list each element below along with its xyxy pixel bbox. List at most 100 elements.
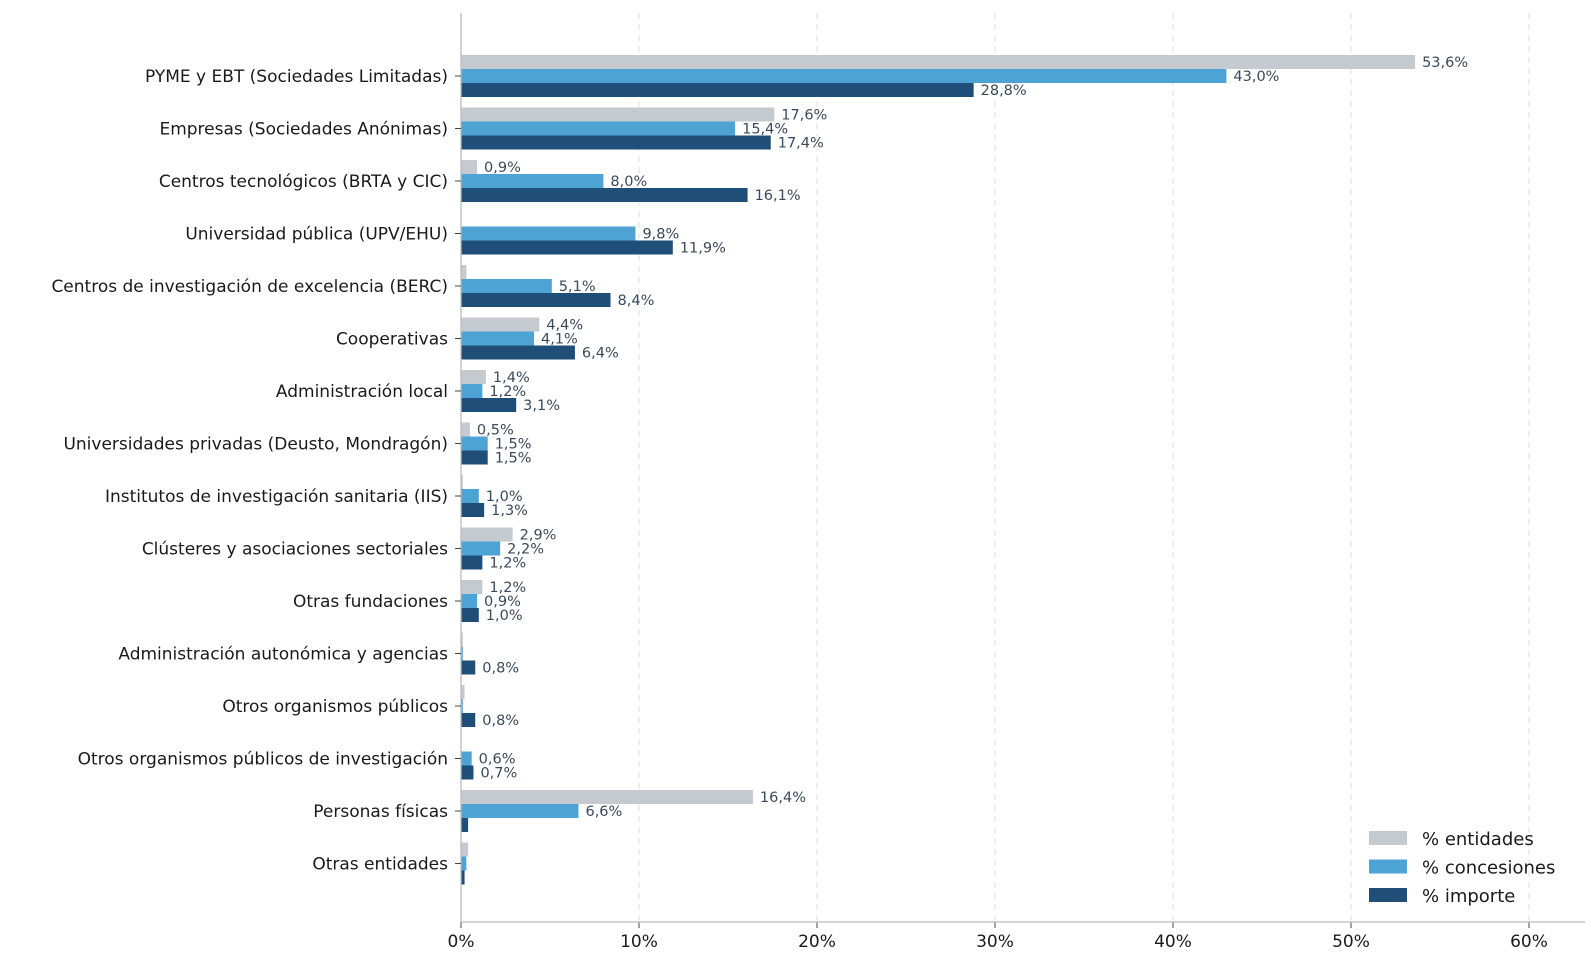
x-tick-label: 30% [976,932,1014,952]
data-label: 1,0% [486,608,523,624]
data-label: 8,0% [610,174,647,190]
x-tick-label: 20% [798,932,836,952]
data-label: 15,4% [742,122,788,138]
category-label: Empresas (Sociedades Anónimas) [159,120,448,140]
bar [461,541,501,556]
bar [461,317,540,332]
data-label: 5,1% [559,279,596,295]
data-label: 17,6% [781,108,827,124]
data-label: 0,9% [484,594,521,610]
data-label: 3,1% [523,398,560,414]
bar [461,685,465,699]
bar [461,790,753,804]
data-label: 2,9% [520,528,557,544]
data-label: 0,9% [484,160,521,176]
bar [461,503,485,517]
bar [461,804,579,818]
category-label: Centros de investigación de excelencia (… [51,277,448,297]
category-label: Administración local [276,382,448,402]
data-label: 1,5% [495,437,532,453]
data-label: 0,5% [477,423,514,439]
legend-label: % entidades [1422,829,1534,850]
x-tick-label: 50% [1332,932,1370,952]
data-label: 1,4% [493,370,530,386]
bar [461,594,478,608]
bar [461,856,467,871]
x-tick-label: 40% [1154,932,1192,952]
data-label: 1,2% [489,384,526,400]
gridlines [638,13,1530,922]
data-label: 0,8% [482,713,519,729]
legend-swatch [1369,831,1407,845]
legend-label: % importe [1422,886,1515,907]
data-label: 28,8% [981,83,1027,99]
bar [461,765,474,780]
bar [461,345,575,360]
category-label: Cooperativas [336,330,448,350]
category-label: Otros organismos públicos de investigaci… [78,750,448,770]
category-label: Centros tecnológicos (BRTA y CIC) [159,172,448,192]
x-tick-label: 10% [620,932,658,952]
data-label: 17,4% [778,136,824,152]
bar [461,489,479,503]
data-label: 1,5% [495,451,532,467]
data-label: 0,6% [479,752,516,768]
category-label: Universidades privadas (Deusto, Mondragó… [63,435,448,455]
bar [461,818,469,832]
data-label: 2,2% [507,542,544,558]
bar [461,384,483,398]
x-tick-label: 60% [1510,932,1548,952]
axes: 0% 10% 20% 30% 40% 50% 60% PYME y EBT (Sociedad… [51,13,1585,952]
category-label: PYME y EBT (Sociedades Limitadas) [145,67,448,87]
bar [461,226,636,241]
data-label: 4,1% [541,332,578,348]
category-label: Universidad pública (UPV/EHU) [185,225,448,245]
data-label: 4,4% [546,318,583,334]
legend-swatch [1369,888,1407,902]
data-label: 9,8% [642,227,679,243]
bar [461,331,534,346]
legend-swatch [1369,859,1407,874]
bar [461,751,472,766]
category-label: Institutos de investigación sanitaria (I… [105,487,448,507]
bar [461,842,469,857]
data-label: 8,4% [618,293,655,309]
data-label: 43,0% [1233,69,1279,85]
bar [461,55,1416,69]
data-label: 16,4% [760,790,806,806]
bar [461,279,552,293]
bar [461,527,513,542]
bar [461,265,467,279]
data-label: 0,7% [480,766,517,782]
bar [461,370,486,384]
data-label: 6,6% [585,804,622,820]
data-label: 6,4% [582,346,619,362]
data-label: 1,2% [489,556,526,572]
data-label: 0,8% [482,661,519,677]
bar [461,580,483,594]
data-label: 53,6% [1422,55,1468,71]
bar [461,608,479,622]
legend-label: % concesiones [1422,858,1555,879]
data-label: 1,3% [491,503,528,519]
bar [461,632,463,647]
category-label: Administración autonómica y agencias [118,645,448,665]
category-label: Otras fundaciones [293,592,448,612]
category-label: Otras entidades [312,855,448,875]
category-label: Otros organismos públicos [222,697,448,717]
bar [461,135,771,150]
bar [461,69,1227,83]
bar [461,870,465,885]
bar [461,450,488,465]
legend: % entidades % concesiones % importe [1369,829,1555,907]
bar [461,699,463,713]
bar [461,240,673,255]
data-label: 1,0% [486,489,523,505]
bar [461,160,478,174]
bar [461,475,463,489]
bar [461,555,483,570]
bar [461,646,463,661]
data-label: 16,1% [755,188,801,204]
bar [461,660,476,675]
